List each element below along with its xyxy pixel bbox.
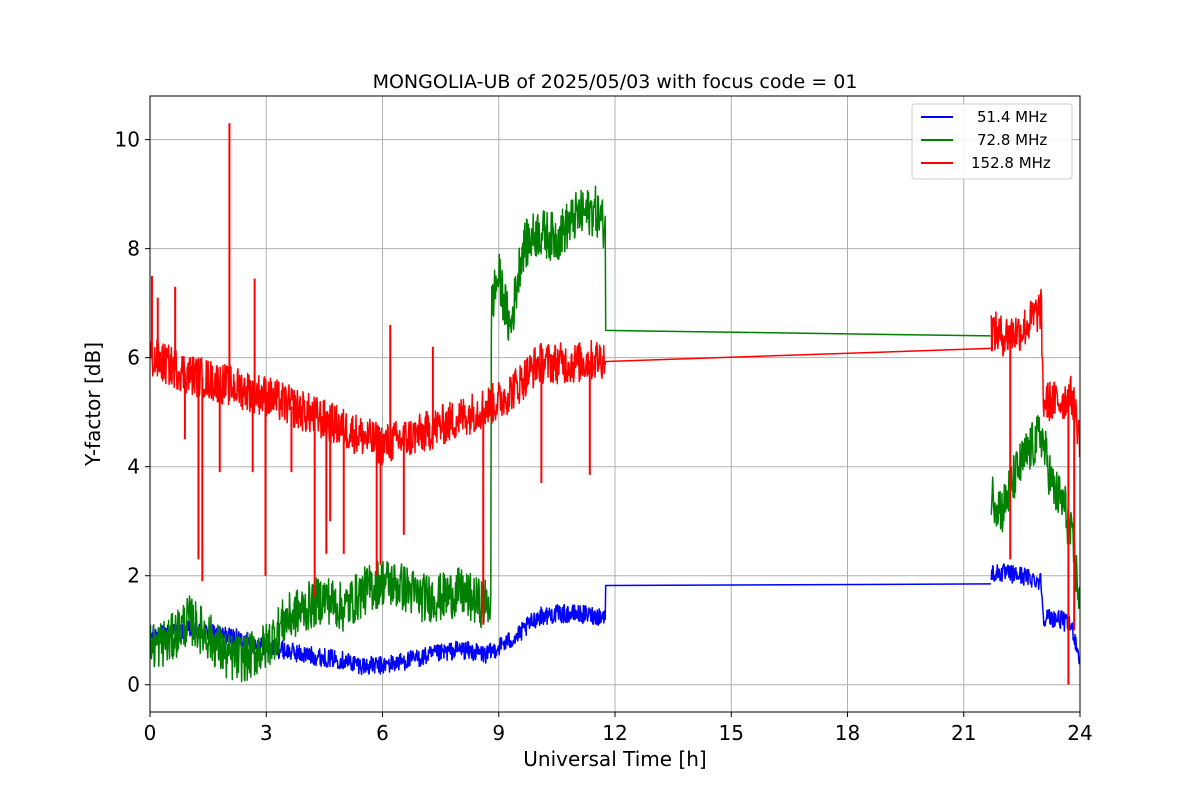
legend-label-152-8: 152.8 MHz [971, 154, 1051, 172]
x-tick-label: 12 [602, 721, 627, 745]
legend: 51.4 MHz 72.8 MHz 152.8 MHz [911, 103, 1073, 180]
grid [149, 96, 1081, 712]
series-layer [150, 123, 1080, 685]
chart-title: MONGOLIA-UB of 2025/05/03 with focus cod… [373, 71, 858, 93]
x-tick-label: 0 [144, 721, 157, 745]
x-tick-label: 24 [1067, 721, 1092, 745]
y-tick-label: 0 [127, 673, 140, 697]
x-axis-label: Universal Time [h] [523, 747, 706, 771]
y-tick-label: 2 [127, 564, 140, 588]
x-tick-label: 15 [719, 721, 744, 745]
x-tick-label: 21 [951, 721, 976, 745]
x-tick-label: 6 [376, 721, 389, 745]
y-axis-label: Y-factor [dB] [81, 342, 105, 467]
series-line [150, 288, 1080, 466]
series-line [150, 185, 1080, 683]
y-tick-label: 4 [127, 455, 140, 479]
y-tick-label: 6 [127, 346, 140, 370]
legend-box [911, 103, 1073, 180]
y-tick-label: 8 [127, 237, 140, 261]
legend-label-51-4: 51.4 MHz [977, 108, 1047, 126]
x-tick-label: 18 [835, 721, 860, 745]
legend-label-72-8: 72.8 MHz [977, 131, 1047, 149]
y-tick-label: 10 [115, 128, 140, 152]
x-tick-label: 9 [492, 721, 505, 745]
x-tick-label: 3 [260, 721, 273, 745]
